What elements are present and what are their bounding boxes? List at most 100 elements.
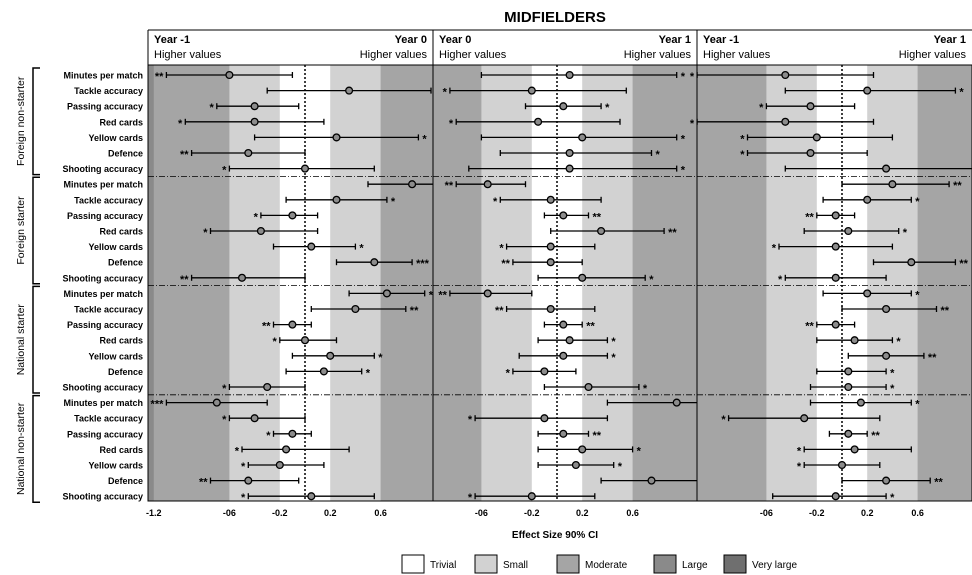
significance-stars: * — [222, 383, 227, 395]
significance-stars: ** — [668, 227, 677, 239]
x-tick-label: -06 — [475, 508, 488, 518]
legend-swatch — [556, 554, 580, 574]
row-label: Passing accuracy — [67, 429, 143, 439]
point-estimate — [565, 148, 574, 158]
significance-stars: ** — [805, 321, 814, 333]
significance-stars: ** — [410, 305, 419, 317]
legend-item-trivial: Trivial — [401, 554, 456, 574]
legend-swatch — [474, 554, 498, 574]
point-estimate — [831, 273, 840, 282]
point-estimate — [863, 195, 872, 204]
significance-stars: ** — [180, 274, 189, 286]
panel-left-subtitle: Higher values — [703, 49, 771, 61]
point-estimate — [850, 445, 859, 454]
significance-stars: * — [493, 196, 498, 208]
x-tick-label: -0.2 — [272, 508, 288, 518]
row-label: Tackle accuracy — [74, 414, 143, 424]
point-estimate — [483, 289, 492, 298]
point-estimate — [263, 382, 272, 392]
significance-stars: * — [366, 367, 371, 379]
point-estimate — [345, 86, 354, 95]
point-estimate — [888, 180, 897, 189]
panel-left-year: Year -1 — [703, 34, 739, 46]
significance-stars: * — [915, 289, 920, 301]
panel-left-subtitle: Higher values — [439, 49, 507, 61]
x-tick-label: -06 — [760, 508, 773, 518]
row-label: Yellow cards — [88, 242, 143, 252]
legend-item-large: Large — [653, 554, 708, 574]
point-estimate — [225, 70, 234, 80]
significance-stars: * — [903, 227, 908, 239]
point-estimate — [546, 304, 555, 314]
legend-label: Trivial — [430, 560, 456, 571]
point-estimate — [781, 117, 790, 126]
row-label: Defence — [108, 476, 143, 486]
significance-stars: * — [273, 336, 278, 348]
significance-stars: * — [797, 461, 802, 473]
significance-stars: * — [468, 414, 473, 426]
point-estimate — [806, 148, 815, 158]
significance-stars: * — [611, 336, 616, 348]
point-estimate — [540, 367, 549, 376]
significance-stars: * — [740, 149, 745, 161]
significance-stars: * — [391, 196, 396, 208]
legend-swatch — [653, 554, 677, 574]
significance-stars: * — [721, 414, 726, 426]
legend-item-small: Small — [474, 554, 528, 574]
row-label: Red cards — [99, 336, 143, 346]
significance-stars: * — [203, 227, 208, 239]
significance-stars: ** — [953, 180, 962, 192]
row-label: Defence — [108, 258, 143, 268]
point-estimate — [559, 351, 568, 360]
significance-stars: ** — [438, 289, 447, 301]
point-estimate — [863, 289, 872, 298]
point-estimate — [256, 226, 265, 236]
point-estimate — [812, 133, 821, 142]
point-estimate — [307, 242, 316, 251]
significance-stars: ** — [959, 258, 968, 270]
point-estimate — [831, 211, 840, 220]
point-estimate — [559, 320, 568, 329]
row-label: Yellow cards — [88, 351, 143, 361]
panel-right-subtitle: Higher values — [624, 49, 692, 61]
point-estimate — [882, 476, 891, 485]
point-estimate — [578, 273, 587, 282]
legend-item-moderate: Moderate — [556, 554, 628, 574]
point-estimate — [844, 367, 853, 376]
point-estimate — [288, 429, 297, 438]
significance-stars: ** — [180, 149, 189, 161]
point-estimate — [250, 102, 259, 111]
row-label: Yellow cards — [88, 461, 143, 471]
row-label: Tackle accuracy — [74, 305, 143, 315]
x-tick-label: 0.6 — [374, 508, 387, 518]
point-estimate — [527, 86, 536, 95]
point-estimate — [237, 273, 247, 282]
legend-label: Very large — [752, 560, 797, 571]
row-label: Tackle accuracy — [74, 195, 143, 205]
point-estimate — [856, 398, 865, 407]
row-label: Red cards — [99, 445, 143, 455]
x-tick-label: 0.2 — [324, 508, 337, 518]
significance-stars: * — [241, 492, 246, 504]
significance-stars: ** — [934, 477, 943, 489]
significance-stars: ** — [445, 180, 454, 192]
x-tick-label: 0.6 — [911, 508, 924, 518]
significance-stars: * — [649, 274, 654, 286]
significance-stars: ** — [501, 258, 510, 270]
point-estimate — [863, 86, 872, 95]
point-estimate — [288, 320, 297, 329]
chart-title: MIDFIELDERS — [504, 9, 606, 26]
panel-left-year: Year -1 — [154, 34, 190, 46]
row-label: Shooting accuracy — [62, 492, 143, 502]
point-estimate — [882, 164, 891, 173]
significance-stars: * — [759, 102, 764, 114]
row-label: Minutes per match — [63, 71, 143, 81]
significance-stars: *** — [151, 399, 165, 411]
significance-stars: * — [605, 102, 610, 114]
group-label: Foreign non-starter — [15, 76, 27, 166]
significance-stars: * — [890, 367, 895, 379]
point-estimate — [300, 336, 310, 345]
point-estimate — [546, 242, 555, 251]
significance-stars: * — [222, 414, 227, 426]
